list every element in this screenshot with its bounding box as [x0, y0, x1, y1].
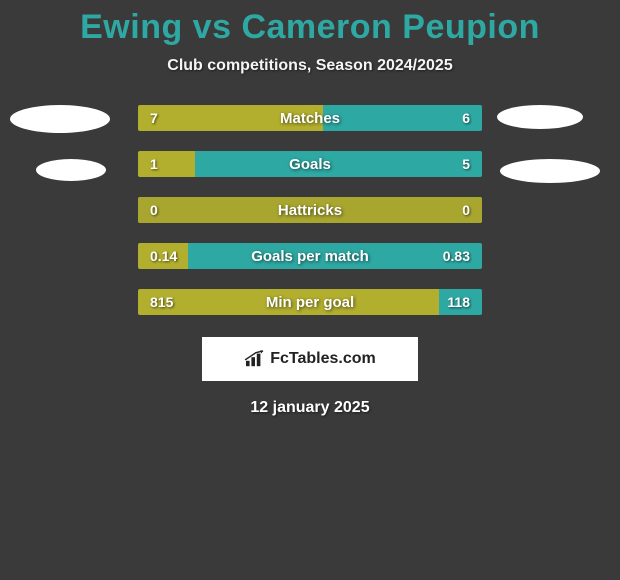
brand-badge: FcTables.com	[202, 337, 418, 381]
bar-left	[138, 197, 482, 223]
subtitle: Club competitions, Season 2024/2025	[0, 57, 620, 75]
comparison-chart: 76Matches15Goals00Hattricks0.140.83Goals…	[0, 105, 620, 315]
brand-text: FcTables.com	[270, 350, 376, 368]
stat-row: 76Matches	[138, 105, 482, 131]
stat-row: 00Hattricks	[138, 197, 482, 223]
image-placeholder	[497, 105, 583, 129]
bar-right	[188, 243, 482, 269]
bar-right	[195, 151, 482, 177]
stat-value-left: 7	[150, 105, 158, 131]
bar-right	[323, 105, 482, 131]
stat-value-left: 1	[150, 151, 158, 177]
bar-left	[138, 289, 439, 315]
snapshot-date: 12 january 2025	[0, 399, 620, 417]
stat-value-left: 0.14	[150, 243, 177, 269]
bar-left	[138, 105, 323, 131]
stat-value-left: 815	[150, 289, 173, 315]
bar-chart-icon	[244, 350, 266, 368]
page-title: Ewing vs Cameron Peupion	[0, 0, 620, 47]
stat-row: 815118Min per goal	[138, 289, 482, 315]
stat-value-left: 0	[150, 197, 158, 223]
stat-value-right: 0.83	[443, 243, 470, 269]
image-placeholder	[36, 159, 106, 181]
image-placeholder	[500, 159, 600, 183]
stat-value-right: 0	[462, 197, 470, 223]
bar-left	[138, 151, 195, 177]
stat-value-right: 6	[462, 105, 470, 131]
stat-row: 15Goals	[138, 151, 482, 177]
stat-value-right: 118	[447, 289, 470, 315]
stat-row: 0.140.83Goals per match	[138, 243, 482, 269]
image-placeholder	[10, 105, 110, 133]
stat-value-right: 5	[462, 151, 470, 177]
